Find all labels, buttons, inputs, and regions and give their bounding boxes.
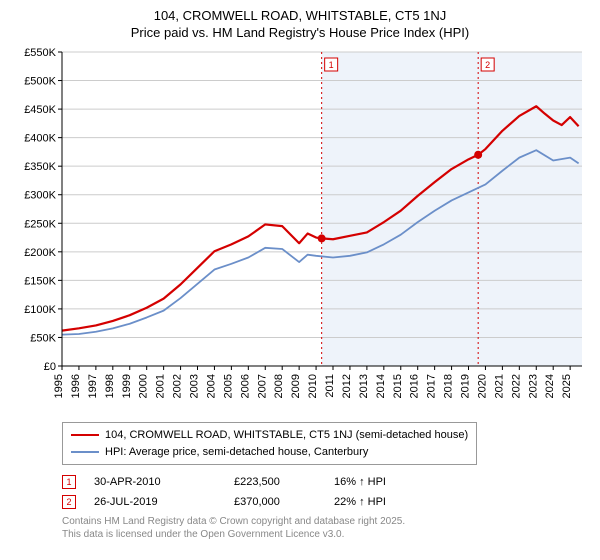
footer-line1: Contains HM Land Registry data © Crown c… — [62, 516, 405, 527]
svg-text:£50K: £50K — [30, 332, 56, 344]
svg-text:2025: 2025 — [561, 374, 573, 398]
svg-text:£550K: £550K — [24, 47, 56, 59]
marker-table: 1 30-APR-2010£223,50016% ↑ HPI 2 26-JUL-201… — [62, 475, 590, 509]
plot-area: £0 £50K £100K £150K £200K £250K £300K £350K £400… — [10, 46, 590, 416]
svg-text:2002: 2002 — [172, 374, 184, 398]
svg-text:2010: 2010 — [307, 374, 319, 398]
svg-text:2008: 2008 — [273, 374, 285, 398]
svg-text:2011: 2011 — [324, 374, 336, 398]
svg-text:£450K: £450K — [24, 104, 56, 116]
marker-date: 26-JUL-2019 — [94, 496, 234, 508]
svg-text:2009: 2009 — [290, 374, 302, 398]
legend-item: 104, CROMWELL ROAD, WHITSTABLE, CT5 1NJ … — [71, 427, 468, 444]
svg-text:1998: 1998 — [104, 374, 116, 398]
svg-text:1999: 1999 — [121, 374, 133, 398]
svg-text:2013: 2013 — [358, 374, 370, 398]
svg-text:2001: 2001 — [155, 374, 167, 398]
svg-text:2024: 2024 — [544, 374, 556, 398]
svg-text:£250K: £250K — [24, 218, 56, 230]
svg-text:2012: 2012 — [341, 374, 353, 398]
footer-attribution: Contains HM Land Registry data © Crown c… — [62, 515, 590, 541]
marker-number-box: 2 — [62, 495, 76, 509]
marker-pct: 22% ↑ HPI — [334, 496, 386, 508]
svg-text:2004: 2004 — [205, 374, 217, 398]
svg-text:2022: 2022 — [510, 374, 522, 398]
svg-text:2007: 2007 — [256, 374, 268, 398]
marker-pct: 16% ↑ HPI — [334, 476, 386, 488]
svg-text:£150K: £150K — [24, 275, 56, 287]
svg-text:£0: £0 — [44, 361, 56, 373]
legend-label: 104, CROMWELL ROAD, WHITSTABLE, CT5 1NJ … — [105, 427, 468, 444]
svg-text:2005: 2005 — [222, 374, 234, 398]
svg-text:2017: 2017 — [426, 374, 438, 398]
legend-swatch — [71, 434, 99, 436]
svg-text:£500K: £500K — [24, 76, 56, 88]
svg-text:2006: 2006 — [239, 374, 251, 398]
svg-text:2020: 2020 — [476, 374, 488, 398]
marker-price: £370,000 — [234, 496, 334, 508]
line-chart-svg: £0 £50K £100K £150K £200K £250K £300K £350K £400… — [10, 46, 590, 416]
svg-text:£100K: £100K — [24, 304, 56, 316]
svg-text:1: 1 — [329, 60, 334, 70]
marker-price: £223,500 — [234, 476, 334, 488]
marker-row: 1 30-APR-2010£223,50016% ↑ HPI — [62, 475, 590, 489]
svg-text:2: 2 — [485, 60, 490, 70]
legend-label: HPI: Average price, semi-detached house,… — [105, 444, 368, 461]
legend-swatch — [71, 451, 99, 453]
svg-text:2015: 2015 — [392, 374, 404, 398]
svg-text:2018: 2018 — [443, 374, 455, 398]
svg-text:2016: 2016 — [409, 374, 421, 398]
chart-container: 104, CROMWELL ROAD, WHITSTABLE, CT5 1NJ … — [0, 0, 600, 547]
svg-text:2019: 2019 — [460, 374, 472, 398]
footer-line2: This data is licensed under the Open Gov… — [62, 529, 344, 540]
svg-text:1996: 1996 — [70, 374, 82, 398]
svg-text:2003: 2003 — [189, 374, 201, 398]
chart-title-line1: 104, CROMWELL ROAD, WHITSTABLE, CT5 1NJ — [10, 8, 590, 23]
svg-text:2000: 2000 — [138, 374, 150, 398]
legend-item: HPI: Average price, semi-detached house,… — [71, 444, 468, 461]
marker-row: 2 26-JUL-2019£370,00022% ↑ HPI — [62, 495, 590, 509]
svg-text:£400K: £400K — [24, 133, 56, 145]
svg-text:2021: 2021 — [493, 374, 505, 398]
svg-text:£200K: £200K — [24, 247, 56, 259]
marker-number-box: 1 — [62, 475, 76, 489]
chart-title-line2: Price paid vs. HM Land Registry's House … — [10, 25, 590, 40]
svg-text:2014: 2014 — [375, 374, 387, 398]
svg-text:£350K: £350K — [24, 161, 56, 173]
legend: 104, CROMWELL ROAD, WHITSTABLE, CT5 1NJ … — [62, 422, 477, 465]
svg-text:2023: 2023 — [527, 374, 539, 398]
svg-text:1995: 1995 — [53, 374, 65, 398]
svg-text:1997: 1997 — [87, 374, 99, 398]
marker-date: 30-APR-2010 — [94, 476, 234, 488]
svg-text:£300K: £300K — [24, 190, 56, 202]
